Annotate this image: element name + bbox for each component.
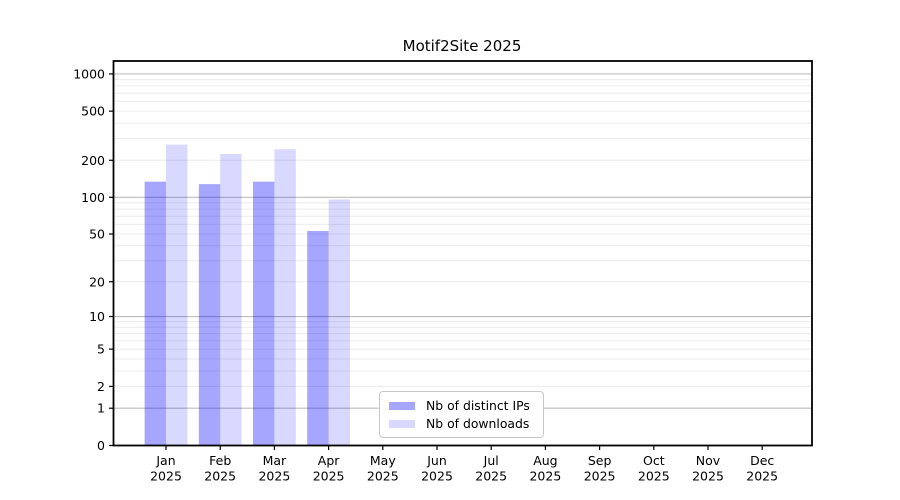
x-tick-label-year: 2025	[258, 469, 290, 484]
plot-frame	[112, 60, 813, 447]
x-tick-label-year: 2025	[204, 469, 236, 484]
x-tick-label-year: 2025	[150, 469, 182, 484]
bar-apr-downloads	[328, 199, 350, 446]
x-tick-label-year: 2025	[692, 469, 724, 484]
x-tick-label-year: 2025	[638, 469, 670, 484]
bar-mar-distinct-ips	[253, 181, 275, 446]
x-tick-label-year: 2025	[313, 469, 345, 484]
y-tick-label: 0	[97, 438, 105, 453]
y-tick-label: 1	[97, 401, 105, 416]
x-tick-label-month: Mar	[263, 453, 287, 468]
x-tick-label-month: Oct	[643, 453, 665, 468]
bars-layer	[144, 144, 350, 446]
x-tick-label-year: 2025	[746, 469, 778, 484]
y-tick-label: 20	[89, 274, 105, 289]
y-tick-label: 1000	[73, 66, 105, 81]
bar-apr-distinct-ips	[307, 230, 329, 446]
bar-jan-distinct-ips	[144, 181, 166, 446]
x-tick-label-month: Feb	[209, 453, 231, 468]
bar-mar-downloads	[274, 149, 296, 446]
x-tick-label-month: Jan	[155, 453, 175, 468]
x-tick-label-month: Jun	[426, 453, 447, 468]
x-tick-label-month: Jul	[483, 453, 499, 468]
y-tick-label: 10	[89, 309, 105, 324]
legend-swatch-distinct-ips	[389, 401, 415, 410]
x-tick-label-year: 2025	[529, 469, 561, 484]
y-tick-label: 200	[81, 153, 105, 168]
x-tick-label-year: 2025	[367, 469, 399, 484]
bar-feb-downloads	[220, 153, 242, 446]
x-tick-label-month: Nov	[696, 453, 721, 468]
legend: Nb of distinct IPs Nb of downloads	[379, 391, 544, 438]
bar-feb-distinct-ips	[198, 184, 221, 446]
y-tick-label: 50	[89, 227, 105, 242]
x-tick-label-year: 2025	[421, 469, 453, 484]
x-tick-label-year: 2025	[475, 469, 507, 484]
legend-label-downloads: Nb of downloads	[426, 415, 530, 431]
legend-label-distinct-ips: Nb of distinct IPs	[426, 397, 530, 413]
y-tick-label: 2	[97, 379, 105, 394]
axes-layer: 01251020501002005001000Jan2025Feb2025Mar…	[73, 60, 813, 484]
x-tick-label-month: Aug	[533, 453, 557, 468]
y-tick-label: 500	[81, 104, 105, 119]
legend-item-downloads: Nb of downloads	[389, 416, 543, 432]
y-tick-label: 100	[81, 190, 105, 205]
legend-swatch-downloads	[389, 419, 415, 428]
x-tick-label-month: Apr	[318, 453, 340, 468]
y-tick-label: 5	[97, 342, 105, 357]
legend-item-distinct-ips: Nb of distinct IPs	[389, 398, 543, 414]
bar-jan-downloads	[166, 144, 188, 446]
x-tick-label-month: Dec	[750, 453, 774, 468]
x-tick-label-year: 2025	[584, 469, 616, 484]
chart-title: Motif2Site 2025	[403, 37, 522, 55]
x-tick-label-month: May	[370, 453, 396, 468]
x-tick-label-month: Sep	[588, 453, 612, 468]
